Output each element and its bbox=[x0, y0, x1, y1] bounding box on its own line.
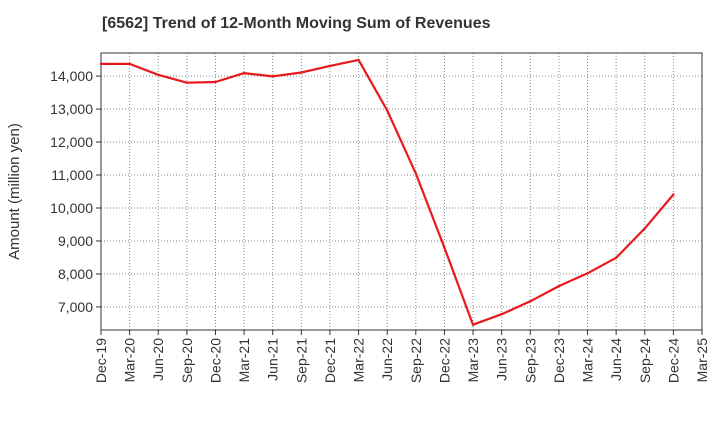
data-point bbox=[128, 62, 131, 66]
x-tick-label: Sep-22 bbox=[408, 338, 424, 383]
data-point bbox=[557, 284, 561, 288]
data-point bbox=[500, 312, 503, 316]
x-tick-label: Mar-20 bbox=[122, 338, 138, 383]
x-tick-label: Mar-24 bbox=[580, 338, 596, 383]
y-tick-label: 11,000 bbox=[51, 167, 93, 183]
y-tick-label: 9,000 bbox=[58, 233, 93, 249]
data-point bbox=[443, 246, 446, 249]
x-tick-label: Dec-21 bbox=[322, 338, 338, 383]
x-tick-label: Dec-23 bbox=[551, 338, 567, 383]
data-point bbox=[471, 323, 475, 326]
x-tick-label: Dec-24 bbox=[665, 338, 681, 383]
x-tick-label: Mar-23 bbox=[465, 338, 481, 383]
data-point bbox=[385, 109, 389, 112]
y-axis-title: Amount (million yen) bbox=[6, 123, 23, 260]
data-point bbox=[414, 172, 418, 175]
x-tick-label: Jun-24 bbox=[608, 338, 624, 381]
data-point bbox=[328, 64, 332, 68]
x-tick-label: Sep-20 bbox=[179, 338, 195, 383]
data-point bbox=[643, 227, 646, 230]
x-tick-label: Sep-23 bbox=[522, 338, 538, 383]
x-tick-label: Mar-25 bbox=[694, 338, 710, 383]
x-tick-label: Jun-22 bbox=[379, 338, 395, 381]
x-tick-label: Jun-23 bbox=[494, 338, 510, 381]
chart-title: [6562] Trend of 12-Month Moving Sum of R… bbox=[102, 15, 491, 32]
data-point bbox=[157, 73, 160, 76]
x-tick-label: Sep-24 bbox=[637, 338, 653, 383]
x-tick-label: Dec-20 bbox=[207, 338, 223, 383]
x-tick-label: Jun-21 bbox=[265, 338, 281, 381]
y-tick-label: 13,000 bbox=[50, 101, 93, 117]
x-tick-label: Dec-19 bbox=[93, 338, 109, 383]
x-tick-label: Jun-20 bbox=[150, 338, 166, 381]
plot-frame bbox=[100, 52, 703, 331]
x-tick-label: Mar-22 bbox=[351, 338, 367, 383]
x-tick-label: Dec-22 bbox=[436, 338, 452, 383]
y-tick-label: 8,000 bbox=[58, 266, 93, 282]
x-tick-label: Mar-21 bbox=[236, 338, 252, 383]
data-point bbox=[357, 58, 360, 62]
data-point bbox=[214, 80, 217, 84]
data-point bbox=[271, 75, 274, 78]
plot-area bbox=[101, 53, 702, 330]
data-point bbox=[99, 62, 103, 66]
data-point bbox=[185, 81, 189, 84]
x-tick-label: Sep-21 bbox=[293, 338, 309, 383]
y-tick-label: 7,000 bbox=[58, 299, 93, 315]
y-tick-label: 10,000 bbox=[50, 200, 93, 216]
data-point bbox=[300, 71, 303, 74]
data-point bbox=[586, 272, 589, 275]
data-point bbox=[529, 300, 532, 303]
y-tick-label: 12,000 bbox=[50, 134, 93, 150]
data-point bbox=[672, 193, 675, 196]
data-point bbox=[242, 71, 246, 75]
data-point bbox=[614, 256, 618, 259]
y-tick-label: 14,000 bbox=[50, 68, 93, 84]
